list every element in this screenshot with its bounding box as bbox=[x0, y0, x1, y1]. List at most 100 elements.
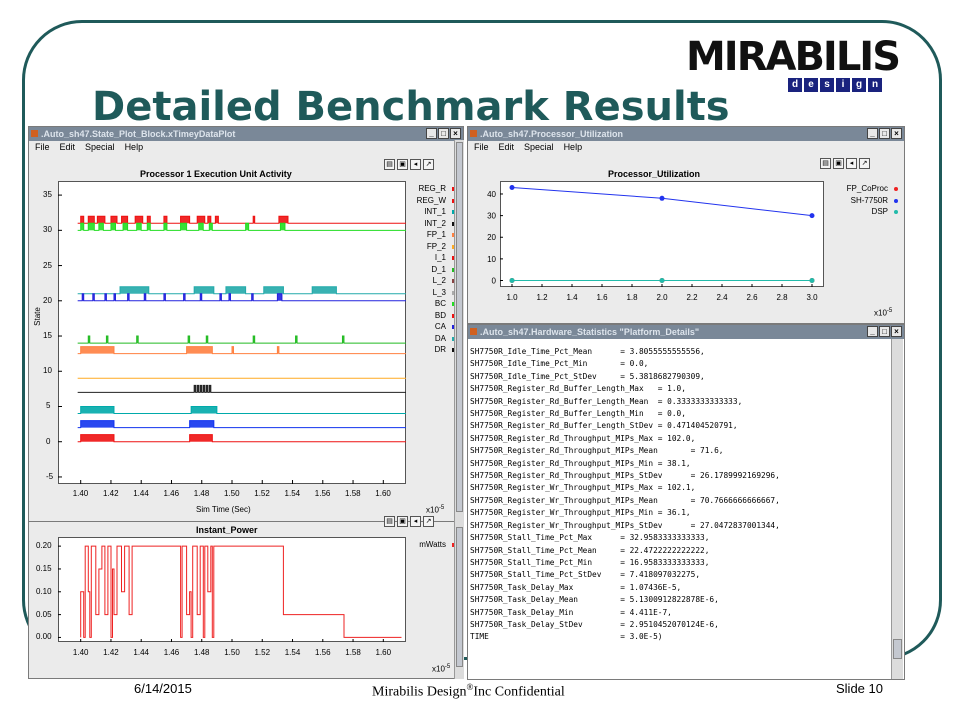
activity-block bbox=[189, 420, 214, 428]
state-plot-menubar: File Edit Special Help bbox=[29, 141, 463, 154]
activity-block bbox=[200, 385, 202, 393]
legend-item: BC bbox=[404, 298, 456, 310]
stats-line: SH7750R_Register_Rd_Buffer_Length_Min = … bbox=[470, 409, 686, 419]
activity-block bbox=[121, 216, 128, 224]
series-line bbox=[77, 420, 406, 429]
legend-item: BD bbox=[404, 310, 456, 322]
reset-axes-icon[interactable]: ◂ bbox=[410, 159, 421, 170]
print-icon[interactable]: ▤ bbox=[820, 158, 831, 169]
logo-sub: d e s i g n bbox=[788, 78, 882, 92]
series-line bbox=[77, 286, 406, 295]
x-exp-power: -5 bbox=[444, 664, 451, 670]
activity-block bbox=[277, 293, 282, 301]
activity-block bbox=[136, 336, 139, 344]
logo-letter: d bbox=[788, 78, 802, 92]
reset-axes-icon[interactable]: ◂ bbox=[846, 158, 857, 169]
footer-inc: Inc bbox=[473, 684, 492, 700]
state-plot-xexp: x10-5 bbox=[426, 505, 444, 515]
processor-util-chart-title: Processor_Utilization bbox=[608, 169, 701, 179]
activity-block bbox=[186, 346, 213, 354]
legend-label: I_1 bbox=[434, 253, 446, 262]
maximize-button[interactable]: □ bbox=[879, 128, 890, 139]
reset-axes-icon[interactable]: ◂ bbox=[410, 516, 421, 527]
maximize-button[interactable]: □ bbox=[438, 128, 449, 139]
maximize-button[interactable]: □ bbox=[879, 326, 890, 337]
activity-block bbox=[113, 293, 116, 301]
print-icon[interactable]: ▤ bbox=[384, 516, 395, 527]
scroll-thumb[interactable] bbox=[456, 142, 463, 512]
close-button[interactable]: × bbox=[891, 326, 902, 337]
hardware-stats-scrollbar[interactable] bbox=[891, 339, 903, 679]
activity-block bbox=[219, 293, 222, 301]
legend-item: REG_W bbox=[404, 195, 456, 207]
stats-line: SH7750R_Register_Wr_Throughput_MIPs_Min … bbox=[470, 508, 691, 518]
menu-file[interactable]: File bbox=[35, 142, 50, 152]
activity-block bbox=[147, 223, 151, 231]
menu-help[interactable]: Help bbox=[563, 142, 583, 152]
stats-line: SH7750R_Register_Rd_Buffer_Length_Max = … bbox=[470, 384, 686, 394]
menu-help[interactable]: Help bbox=[124, 142, 144, 152]
hardware-stats-text[interactable]: SH7750R_Idle_Time_Pct_Mean = 3.805555555… bbox=[470, 346, 780, 644]
series-fp_2 bbox=[77, 346, 406, 355]
activity-block bbox=[82, 293, 84, 301]
activity-block bbox=[253, 336, 255, 344]
series-d_1 bbox=[77, 335, 406, 344]
legend-label: BD bbox=[434, 310, 446, 320]
legend-label: D_1 bbox=[431, 264, 446, 274]
java-icon bbox=[470, 328, 477, 335]
x-tick-label: 1.44 bbox=[133, 648, 149, 657]
series-line bbox=[77, 222, 406, 231]
activity-block bbox=[110, 223, 116, 231]
legend-swatch bbox=[894, 198, 898, 203]
y-tick-label: 10 bbox=[43, 366, 52, 376]
state-plot-scrollbar[interactable] bbox=[454, 140, 464, 522]
stats-line: SH7750R_Stall_Time_Pct_Min = 16.95833333… bbox=[470, 557, 710, 567]
fill-icon[interactable]: ↗ bbox=[423, 516, 434, 527]
activity-block bbox=[92, 293, 95, 301]
minimize-button[interactable]: _ bbox=[867, 326, 878, 337]
processor-util-xexp: x10-5 bbox=[874, 308, 892, 318]
fill-icon[interactable]: ↗ bbox=[423, 159, 434, 170]
menu-edit[interactable]: Edit bbox=[498, 142, 515, 152]
minimize-button[interactable]: _ bbox=[867, 128, 878, 139]
series-line bbox=[77, 405, 406, 415]
power-plot-toolbar: ▤ ▣ ◂ ↗ bbox=[384, 516, 434, 527]
scroll-thumb[interactable] bbox=[893, 639, 902, 659]
y-tick-label: -5 bbox=[46, 471, 54, 481]
hardware-stats-window[interactable]: .Auto_sh47.Hardware_Statistics "Platform… bbox=[467, 324, 905, 680]
series-line bbox=[77, 293, 406, 302]
menu-edit[interactable]: Edit bbox=[59, 142, 76, 152]
state-plot-titlebar[interactable]: .Auto_sh47.State_Plot_Block.xTimeyDataPl… bbox=[29, 127, 463, 141]
save-icon[interactable]: ▣ bbox=[833, 158, 844, 169]
legend-item: FP_CoProc bbox=[832, 183, 898, 195]
processor-util-menubar: File Edit Special Help bbox=[468, 141, 904, 154]
close-button[interactable]: × bbox=[891, 128, 902, 139]
activity-block bbox=[263, 286, 284, 294]
activity-block bbox=[80, 346, 114, 354]
activity-block bbox=[225, 286, 246, 294]
activity-block bbox=[232, 346, 234, 354]
save-icon[interactable]: ▣ bbox=[397, 159, 408, 170]
activity-block bbox=[197, 385, 199, 393]
x-exp-power: -5 bbox=[886, 308, 893, 314]
activity-block bbox=[312, 286, 337, 294]
print-icon[interactable]: ▤ bbox=[384, 159, 395, 170]
legend-label: DA bbox=[434, 333, 446, 343]
scroll-thumb[interactable] bbox=[456, 527, 463, 667]
logo-letter: n bbox=[868, 78, 882, 92]
y-tick-label: 40 bbox=[487, 190, 496, 199]
fill-icon[interactable]: ↗ bbox=[859, 158, 870, 169]
menu-file[interactable]: File bbox=[474, 142, 489, 152]
close-button[interactable]: × bbox=[450, 128, 461, 139]
minimize-button[interactable]: _ bbox=[426, 128, 437, 139]
activity-block bbox=[136, 223, 142, 231]
data-point bbox=[809, 213, 815, 219]
legend-label: INT_1 bbox=[424, 207, 446, 216]
processor-util-titlebar[interactable]: .Auto_sh47.Processor_Utilization _ □ × bbox=[468, 127, 904, 141]
power-plot-scrollbar[interactable] bbox=[454, 521, 464, 679]
hardware-stats-titlebar[interactable]: .Auto_sh47.Hardware_Statistics "Platform… bbox=[468, 325, 904, 339]
menu-special[interactable]: Special bbox=[524, 142, 554, 152]
logo-letter: g bbox=[852, 78, 866, 92]
save-icon[interactable]: ▣ bbox=[397, 516, 408, 527]
menu-special[interactable]: Special bbox=[85, 142, 115, 152]
